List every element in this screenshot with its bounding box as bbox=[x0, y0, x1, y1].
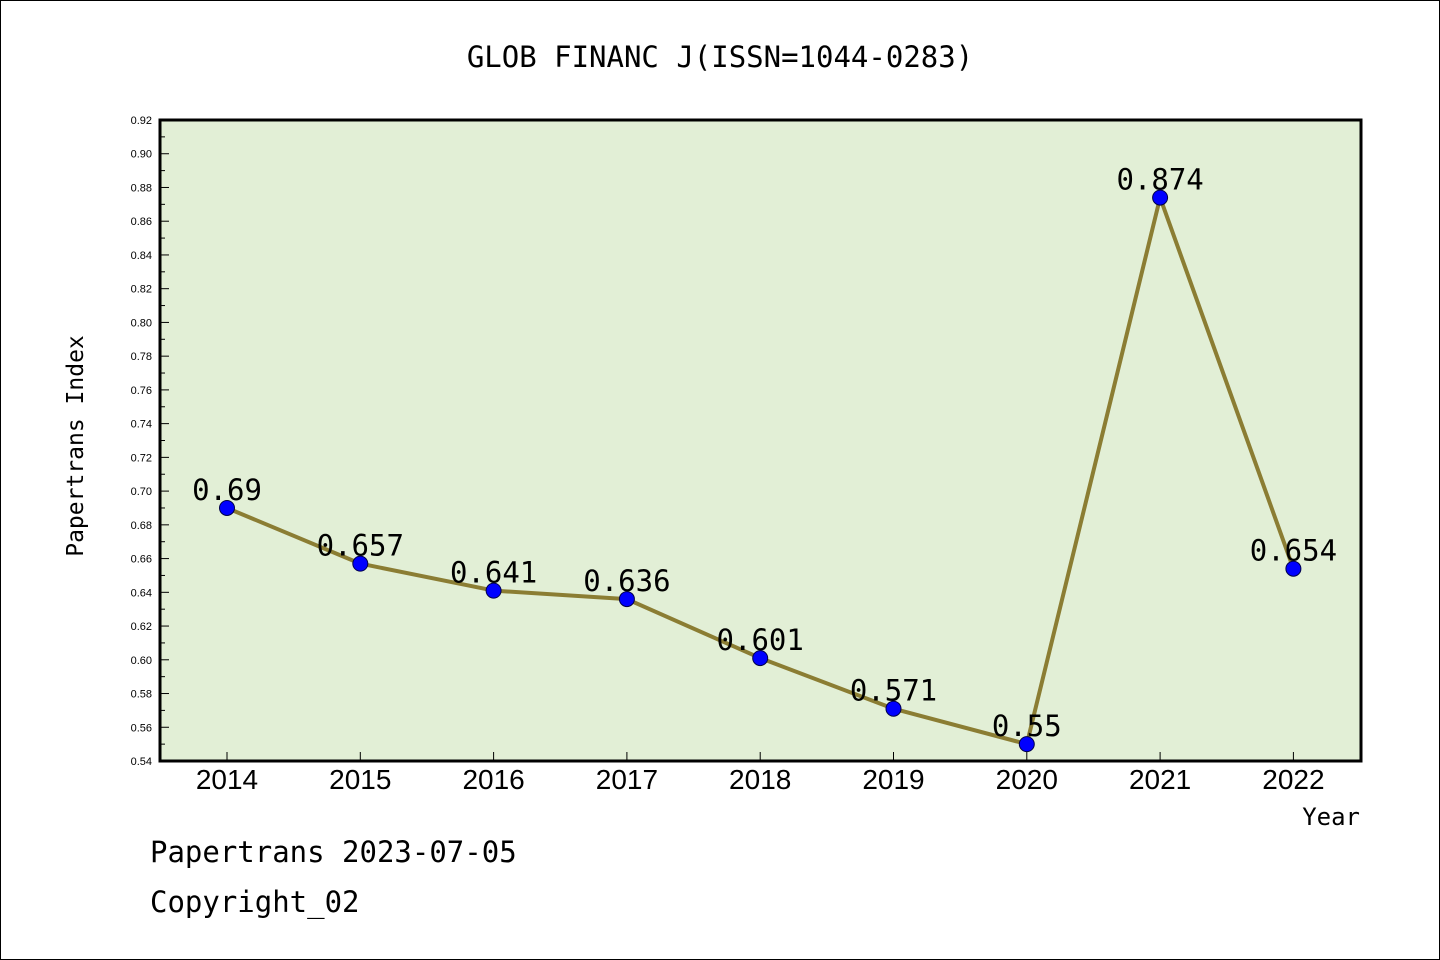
x-axis-label: Year bbox=[1302, 803, 1360, 831]
data-point bbox=[1018, 736, 1035, 753]
y-tick-label: 0.56 bbox=[131, 722, 152, 734]
y-tick-label: 0.74 bbox=[131, 419, 152, 431]
data-point bbox=[219, 499, 235, 516]
y-tick-label: 0.78 bbox=[131, 351, 152, 363]
data-point bbox=[1152, 189, 1169, 206]
x-tick-label: 2022 bbox=[1262, 764, 1324, 795]
x-tick-label: 2019 bbox=[862, 764, 924, 795]
y-tick-label: 0.60 bbox=[131, 655, 152, 667]
data-point bbox=[485, 582, 502, 599]
x-tick-label: 2015 bbox=[329, 764, 391, 795]
footer-copyright: Copyright_02 bbox=[150, 885, 360, 919]
y-tick-label: 0.54 bbox=[131, 756, 152, 768]
data-point bbox=[885, 700, 902, 717]
y-axis-label: Papertrans Index bbox=[63, 335, 89, 557]
y-tick-label: 0.92 bbox=[131, 115, 152, 127]
data-point bbox=[1285, 560, 1302, 577]
y-tick-label: 0.84 bbox=[131, 250, 152, 262]
x-tick-label: 2020 bbox=[996, 764, 1058, 795]
y-tick-label: 0.80 bbox=[131, 317, 152, 329]
x-axis: 2014 2015 2016 2017 2018 2019 2020 2021 2022 bbox=[196, 752, 1325, 795]
data-point bbox=[618, 591, 635, 608]
y-tick-label: 0.76 bbox=[131, 385, 152, 397]
y-tick-label: 0.66 bbox=[131, 554, 152, 566]
y-tick-label: 0.68 bbox=[131, 520, 152, 532]
y-tick-label: 0.62 bbox=[131, 621, 152, 633]
chart-title: GLOB FINANC J(ISSN=1044-0283) bbox=[467, 40, 973, 74]
x-tick-label: 2021 bbox=[1129, 764, 1191, 795]
x-tick-label: 2017 bbox=[596, 764, 658, 795]
data-point bbox=[752, 650, 769, 667]
y-tick-label: 0.90 bbox=[131, 149, 152, 161]
y-tick-label: 0.64 bbox=[131, 587, 152, 599]
y-tick-label: 0.82 bbox=[131, 284, 152, 296]
y-tick-label: 0.86 bbox=[131, 216, 152, 228]
footer-date: Papertrans 2023-07-05 bbox=[150, 835, 517, 869]
y-tick-label: 0.70 bbox=[131, 486, 152, 498]
y-tick-label: 0.58 bbox=[131, 689, 152, 701]
x-tick-label: 2018 bbox=[729, 764, 791, 795]
x-tick-label: 2014 bbox=[196, 764, 258, 795]
y-tick-label: 0.72 bbox=[131, 452, 152, 464]
x-tick-label: 2016 bbox=[462, 764, 524, 795]
y-tick-label: 0.88 bbox=[131, 182, 152, 194]
data-point bbox=[352, 555, 369, 572]
y-axis: 0.54 0.56 0.58 0.60 0.62 0.64 0.66 0.68 0.70 0.72… bbox=[131, 115, 169, 768]
